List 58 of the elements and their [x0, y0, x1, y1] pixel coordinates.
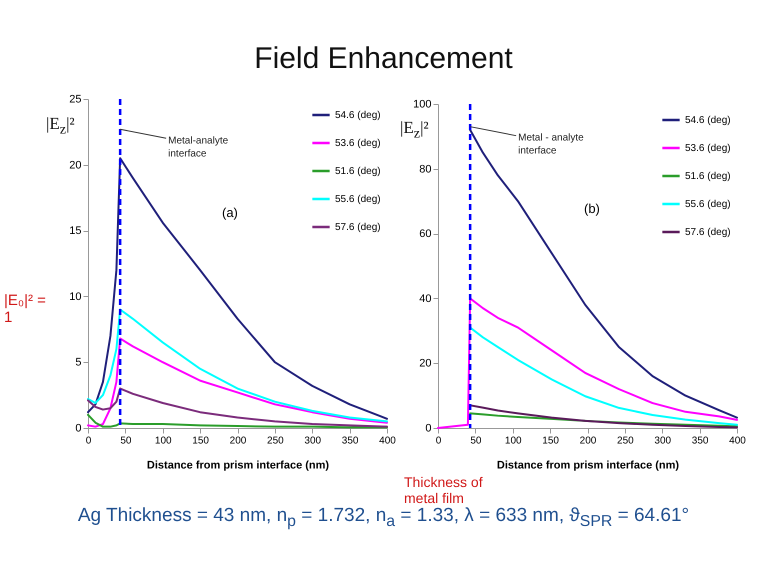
x-tick-label: 150 [192, 436, 210, 446]
x-tick-label: 250 [267, 436, 284, 446]
y-tick-label: 80 [419, 163, 432, 176]
x-tick-label: 300 [654, 436, 672, 446]
annotation: Metal - analyte interface [518, 132, 584, 157]
x-tick-label: 0 [436, 436, 442, 446]
y-tick-label: 15 [69, 225, 82, 238]
line-series [469, 412, 738, 428]
x-tick-label: 350 [342, 436, 359, 446]
annotation: (a) [222, 205, 238, 221]
legend-label: 53.6 (deg) [685, 143, 731, 154]
y-tick-label: 40 [419, 292, 432, 305]
x-tick-label: 0 [86, 436, 92, 446]
x-tick-label: 400 [729, 436, 746, 446]
y-tick-label: 20 [419, 358, 432, 370]
legend-label: 51.6 (deg) [335, 166, 381, 177]
annotation: (b) [584, 201, 600, 217]
x-tick-label: 150 [542, 436, 560, 446]
y-tick-label: 0 [75, 422, 82, 434]
y-axis-title: |E$_{z}$|² [46, 114, 75, 138]
annotation: Metal-analyte interface [168, 135, 229, 160]
legend-label: 55.6 (deg) [335, 194, 381, 205]
line-series [469, 404, 738, 428]
x-tick-label: 50 [120, 436, 132, 446]
x-tick-label: 250 [617, 436, 634, 446]
x-axis-title: Distance from prism interface (nm) [146, 460, 330, 472]
x-tick-label: 200 [580, 436, 597, 446]
text: |E₀|² = 1 [4, 292, 47, 326]
y-tick-label: 100 [413, 98, 432, 110]
x-tick-label: 400 [379, 436, 396, 446]
y-tick-label: 5 [75, 356, 82, 369]
y-tick-label: 60 [419, 228, 432, 240]
x-axis-title: Distance from prism interface (nm) [496, 460, 680, 472]
y-axis-title: |E$_{z}$|² [400, 118, 429, 142]
line-series [469, 128, 738, 419]
x-tick-label: 50 [470, 436, 482, 446]
legend-label: 57.6 (deg) [335, 222, 381, 233]
legend-label: 57.6 (deg) [685, 227, 731, 238]
chart-title: Field Enhancement [253, 42, 514, 76]
x-tick-label: 100 [504, 436, 522, 446]
x-tick-label: 200 [230, 436, 247, 446]
line-series [469, 326, 738, 426]
x-tick-label: 100 [154, 436, 172, 446]
line-series [87, 157, 388, 420]
y-tick-label: 25 [69, 94, 82, 106]
y-tick-label: 10 [69, 290, 82, 303]
line-series [87, 308, 388, 422]
y-tick-label: 20 [69, 159, 82, 172]
legend-label: 54.6 (deg) [685, 115, 731, 126]
y-tick-label: 0 [425, 422, 432, 434]
legend-label: 55.6 (deg) [685, 199, 731, 210]
legend-label: 51.6 (deg) [685, 171, 731, 182]
legend-label: 53.6 (deg) [335, 138, 381, 149]
legend-label: 54.6 (deg) [335, 110, 381, 121]
x-tick-label: 350 [692, 436, 709, 446]
x-tick-label: 300 [304, 436, 322, 446]
text: Ag Thickness = 43 nm, n$_{p}$ = 1.732, n$_{a}$ = 1.33, λ = 633 nm, ϑ$_{SPR}$ = 64.61° [76, 505, 690, 531]
text: Thickness of metal film [404, 474, 484, 506]
